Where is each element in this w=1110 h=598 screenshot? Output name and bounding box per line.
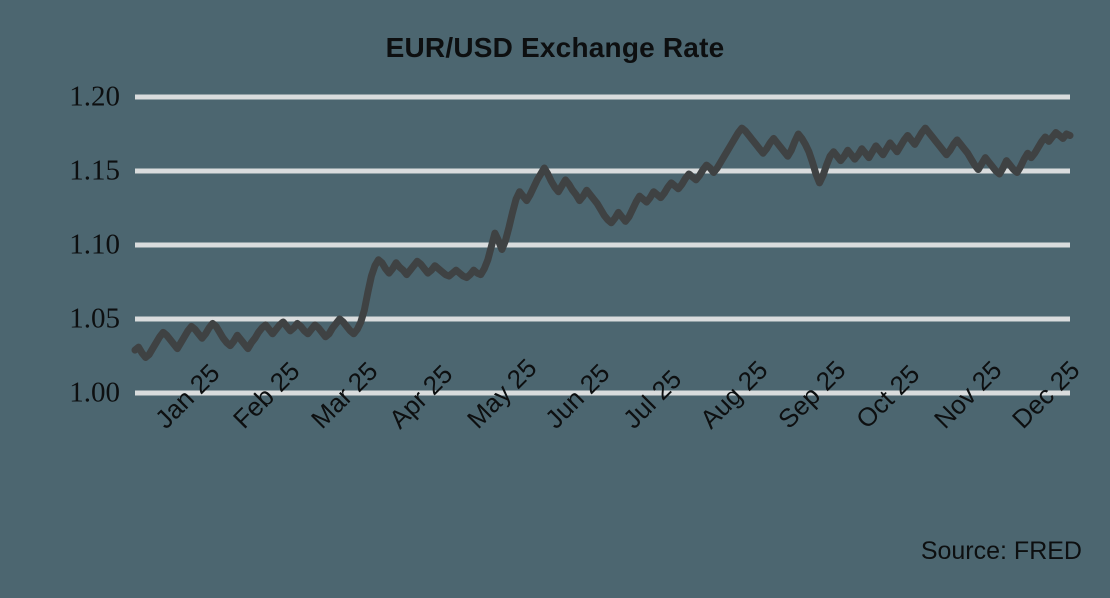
y-axis-tick-labels: 1.00 1.05 1.10 1.15 1.20 [12, 0, 120, 598]
x-axis-tick-label: Dec 25 [1006, 354, 1086, 435]
y-axis-tick-label: 1.15 [69, 154, 120, 187]
y-axis-tick-label: 1.20 [69, 80, 120, 113]
x-axis-tick-label: Feb 25 [226, 355, 306, 435]
source-note: Source: FRED [920, 537, 1082, 565]
data-line-eurusd [131, 124, 1074, 361]
x-axis-tick-label: May 25 [460, 352, 543, 435]
x-axis-tick-label: Oct 25 [850, 358, 926, 435]
y-axis-tick-label: 1.05 [69, 302, 120, 335]
x-axis-tick-label: Nov 25 [928, 354, 1008, 435]
y-axis-tick-label: 1.00 [69, 376, 120, 409]
x-axis-tick-label: Aug 25 [694, 354, 774, 435]
x-axis-tick-label: Jun 25 [538, 357, 616, 435]
x-axis-tick-label: Sep 25 [772, 354, 852, 435]
x-axis-tick-label: Apr 25 [382, 358, 459, 435]
y-axis-tick-label: 1.10 [69, 228, 120, 261]
x-axis-tick-label: Jan 25 [149, 357, 226, 435]
chart-title: EUR/USD Exchange Rate [385, 32, 725, 63]
x-axis-tick-label: Jul 25 [616, 363, 687, 435]
x-axis-tick-label: Mar 25 [304, 355, 384, 435]
gridlines [135, 94, 1070, 396]
